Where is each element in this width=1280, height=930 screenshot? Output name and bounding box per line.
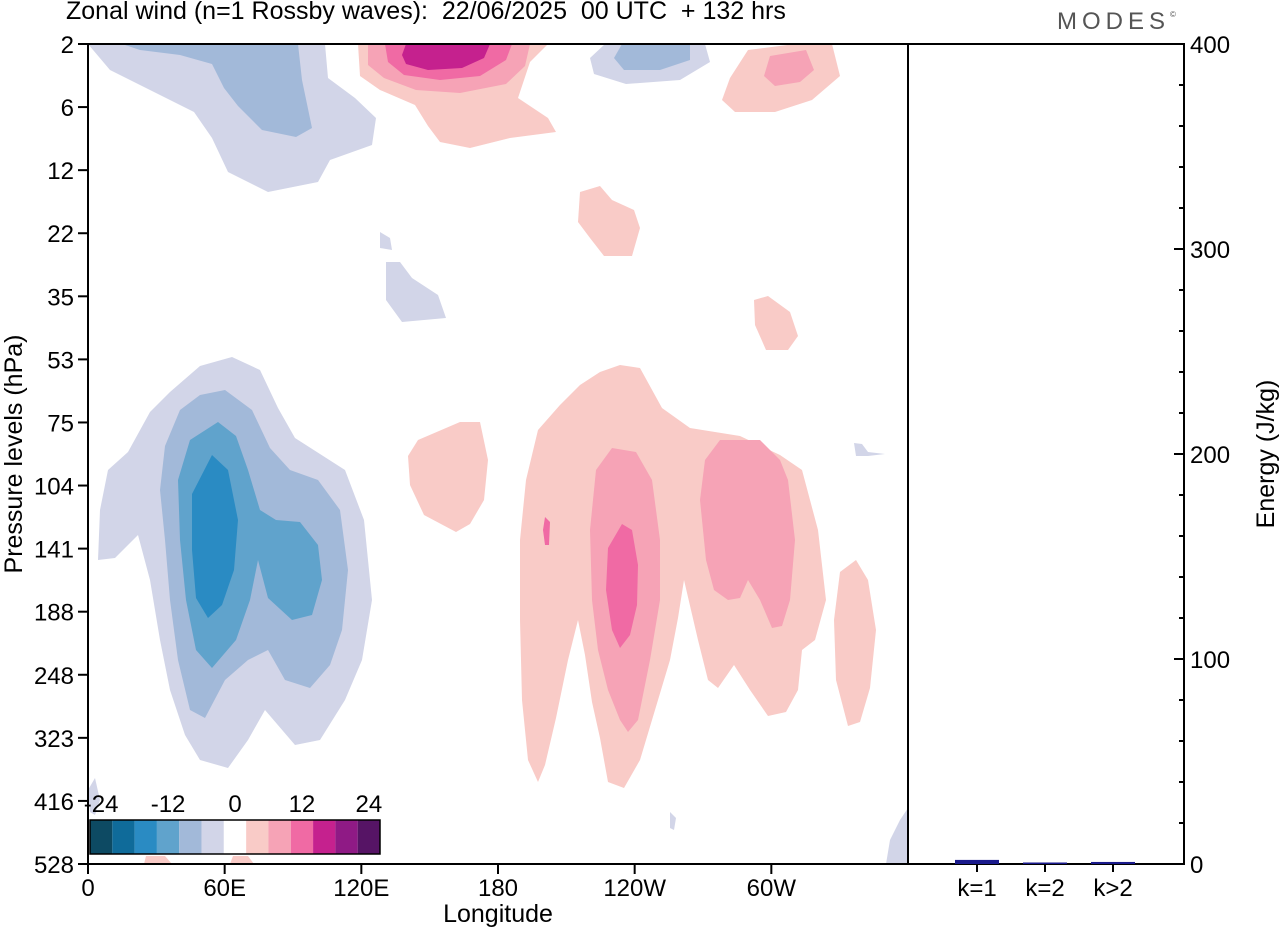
colorbar-swatch [246,820,269,854]
longitude-tick-label: 180 [478,875,518,902]
longitude-tick-label: 120W [603,875,666,902]
contour-pos-topright-inner [764,50,814,86]
energy-category-label: k>2 [1093,875,1132,902]
contour-neg-main-l4 [192,455,238,618]
energy-panel-frame [907,43,1185,865]
energy-bar [955,859,999,864]
copyright-mark: © [1170,10,1176,19]
pressure-tick-label: 2 [61,32,74,59]
colorbar: -24 -12 0 12 24 [84,791,382,855]
energy-tick-label: 400 [1190,32,1230,59]
colorbar-label: 24 [355,791,382,818]
colorbar-label: 0 [228,791,241,818]
x-axis-title: Longitude [443,900,553,928]
contour-neg-small-1 [380,232,392,250]
pressure-tick-label: 528 [34,852,74,879]
colorbar-swatch [156,820,180,854]
contour-neg-upper-outer [88,44,376,192]
energy-axis: 0 100 200 300 400 [1174,32,1230,879]
contour-pos-main-l2-right [700,440,795,628]
pressure-tick-label: 104 [34,474,74,501]
contour-neg-bottom-right [886,808,908,864]
energy-tick-label: 0 [1190,852,1203,879]
energy-axis-title: Energy (J/kg) [1252,380,1280,529]
energy-category-label: k=2 [1025,875,1064,902]
colorbar-label: 12 [289,791,316,818]
chart-title: Zonal wind (n=1 Rossby waves): 22/06/202… [66,0,786,25]
colorbar-swatch [313,820,336,854]
pressure-tick-label: 141 [34,537,74,564]
longitude-tick-label: 0 [81,875,94,902]
pressure-tick-label: 416 [34,789,74,816]
colorbar-swatch [223,820,247,854]
energy-bar [1023,862,1067,864]
energy-tick-label: 100 [1190,647,1230,674]
pressure-tick-label: 22 [47,221,74,248]
colorbar-swatch [290,820,314,854]
energy-tick-label: 200 [1190,442,1230,469]
contour-neg-upper-inner [122,44,312,137]
pressure-tick-label: 35 [47,284,74,311]
colorbar-swatch [335,820,358,854]
energy-category-label: k=1 [957,875,996,902]
modes-logo: MODES© [1057,8,1176,36]
logo-text: MODES [1057,8,1171,35]
contour-pos-blob-1 [578,186,640,256]
pressure-tick-label: 75 [47,410,74,437]
y-axis-title: Pressure levels (hPa) [0,335,28,574]
energy-bars: k=1 k=2 k>2 [955,859,1135,902]
contour-pos-speck [543,517,550,545]
longitude-tick-label: 60W [747,875,797,902]
contour-neg-bottom-left [88,778,100,815]
colorbar-swatch [201,820,224,854]
pressure-tick-label: 12 [47,158,74,185]
longitude-axis: 0 60E 120E 180 120W 60W [81,864,796,902]
energy-bar [1091,861,1135,864]
colorbar-swatch [357,820,380,854]
contour-neg-small-2 [386,262,446,322]
colorbar-label: -12 [151,791,186,818]
longitude-tick-label: 60E [203,875,246,902]
energy-tick-label: 300 [1190,237,1230,264]
contour-pos-bottom-2 [230,856,254,864]
pressure-tick-label: 53 [47,347,74,374]
colorbar-swatch [90,820,113,854]
contour-neg-speck-2 [854,443,885,456]
contour-pos-top-l4 [402,44,490,70]
contour-pos-blob-2 [754,296,798,350]
contour-neg-top-mid-inner [614,44,690,70]
pressure-tick-label: 188 [34,600,74,627]
colorbar-swatch [112,820,135,854]
pressure-tick-label: 323 [34,726,74,753]
colorbar-label: -24 [84,791,119,818]
contour-pos-blob-3 [408,422,488,532]
contour-neg-speck-1 [670,812,676,830]
contour-pos-blob-4 [834,560,876,726]
pressure-axis: 2 6 12 22 35 53 75 104 141 188 248 323 416 528 [34,32,88,879]
colorbar-swatch [268,820,291,854]
contour-pos-bottom-1 [144,856,172,864]
colorbar-frame [89,819,381,855]
longitude-tick-label: 120E [333,875,389,902]
pressure-tick-label: 6 [61,95,74,122]
colorbar-swatch [179,820,202,854]
contour-pos-main-l3 [606,524,638,648]
contour-fills [88,44,908,864]
colorbar-swatch [134,820,157,854]
pressure-tick-label: 248 [34,663,74,690]
